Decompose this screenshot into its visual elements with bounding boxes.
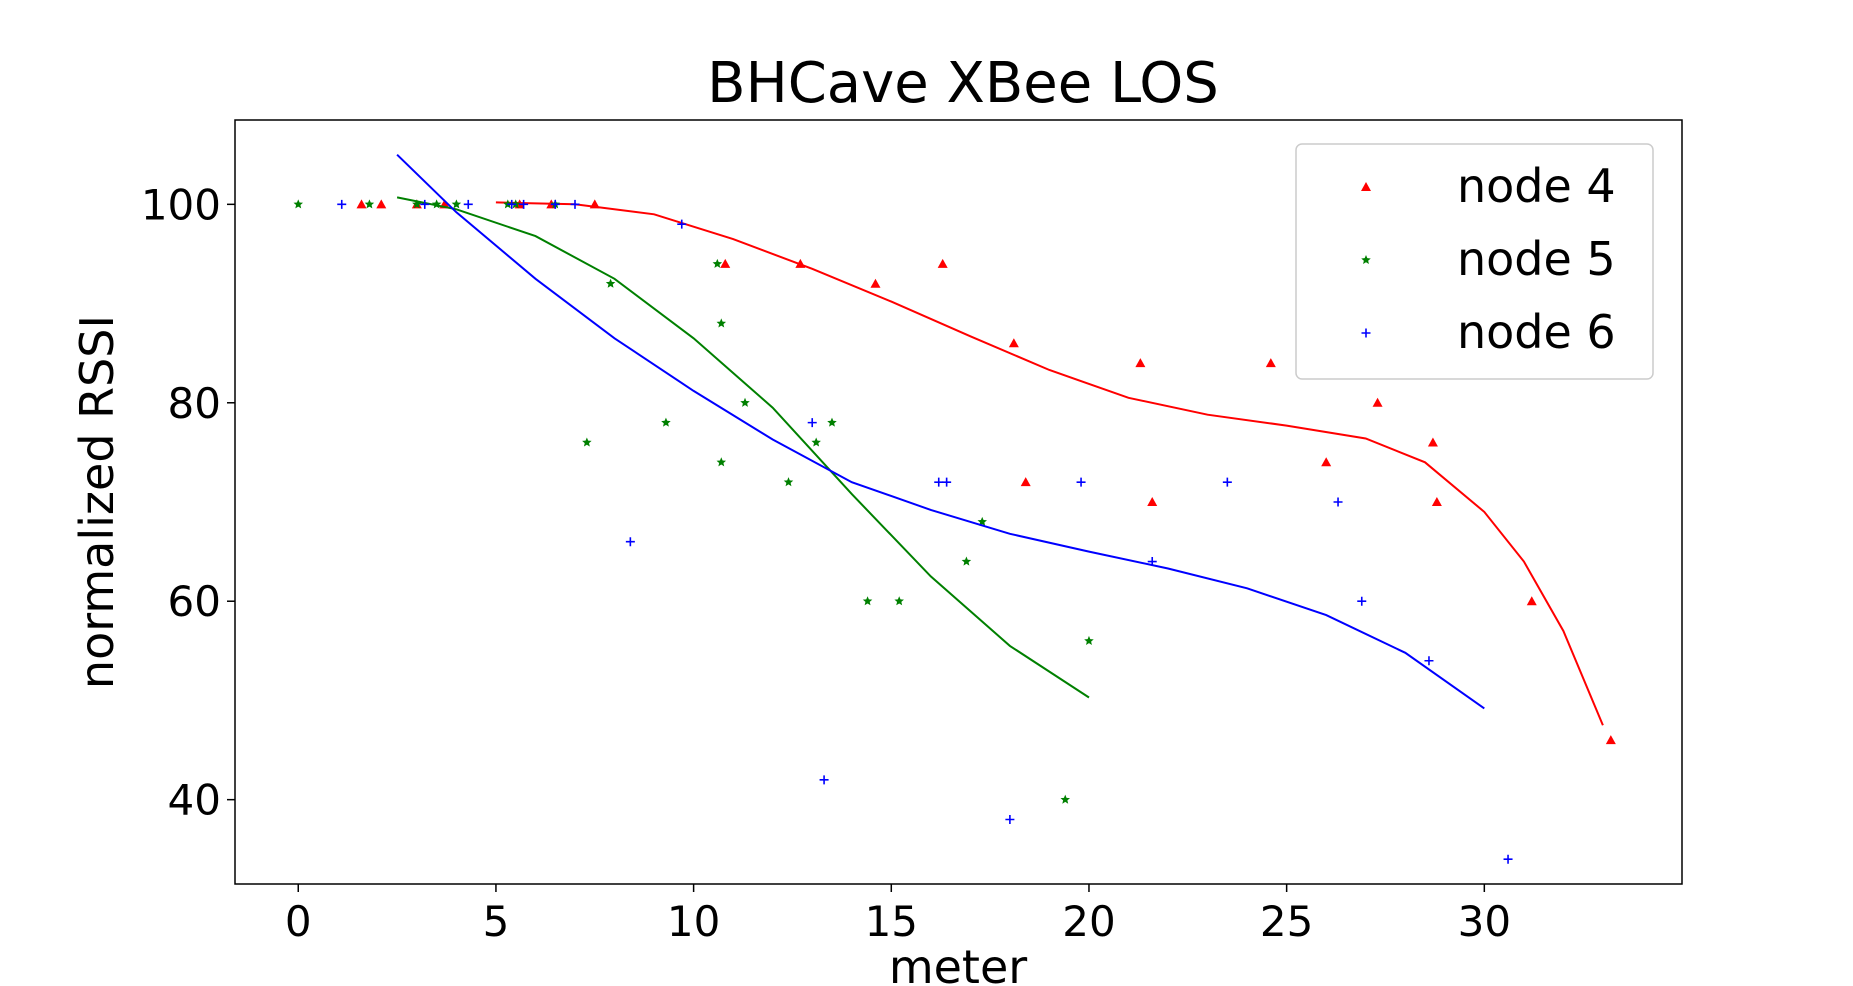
data-point xyxy=(894,596,904,606)
data-point xyxy=(1321,457,1332,467)
y-tick-label: 80 xyxy=(168,379,221,428)
data-point xyxy=(795,258,806,268)
data-point xyxy=(1526,596,1537,606)
data-point xyxy=(937,258,948,268)
y-axis-label: normalized RSSI xyxy=(70,315,124,689)
data-point xyxy=(412,199,422,209)
data-point xyxy=(783,477,794,487)
data-point xyxy=(720,258,731,268)
data-point xyxy=(1084,635,1094,645)
legend-box xyxy=(1295,143,1654,380)
data-point xyxy=(519,199,529,209)
data-point xyxy=(827,417,837,427)
data-point xyxy=(870,278,881,288)
data-point xyxy=(1424,656,1434,666)
series-group xyxy=(356,199,1616,745)
x-tick-label: 10 xyxy=(667,897,720,946)
series-group xyxy=(293,196,1094,804)
data-point xyxy=(1005,815,1015,825)
data-point xyxy=(716,318,727,328)
data-point xyxy=(819,775,829,785)
legend-marker xyxy=(1361,255,1371,265)
chart-title: BHCave XBee LOS xyxy=(707,51,1219,116)
data-point xyxy=(1427,437,1438,447)
data-point xyxy=(1265,358,1276,368)
plot-content xyxy=(293,153,1616,864)
data-point xyxy=(807,418,817,428)
data-point xyxy=(1333,497,1343,507)
data-point xyxy=(811,437,821,447)
legend-marker xyxy=(1361,328,1371,338)
data-point xyxy=(862,596,873,606)
axes: 0 5 10 15 20 25 30 40 60 80 100 xyxy=(141,180,1511,946)
data-point xyxy=(977,516,987,526)
data-point xyxy=(420,199,430,209)
data-point xyxy=(570,199,580,209)
data-point xyxy=(661,417,671,427)
data-point xyxy=(1503,854,1513,864)
legend: node 4 node 5 node 6 xyxy=(1295,143,1654,380)
data-point xyxy=(364,199,375,209)
data-point xyxy=(961,556,972,566)
x-tick-label: 20 xyxy=(1062,897,1115,946)
x-tick-label: 30 xyxy=(1458,897,1511,946)
x-tick-label: 0 xyxy=(285,897,312,946)
data-point xyxy=(451,199,462,209)
legend-marker xyxy=(1361,182,1371,191)
trend-line xyxy=(495,201,1604,726)
data-point xyxy=(463,199,473,209)
data-point xyxy=(1060,794,1070,804)
plot-frame xyxy=(234,119,1683,885)
data-point xyxy=(582,437,592,447)
data-point xyxy=(1147,497,1158,506)
data-point xyxy=(1372,397,1383,407)
legend-label: node 4 xyxy=(1457,159,1616,213)
data-point xyxy=(1135,358,1146,368)
data-point xyxy=(1147,557,1157,567)
y-tick-label: 100 xyxy=(141,180,221,229)
y-tick-label: 60 xyxy=(168,577,221,626)
x-tick-label: 25 xyxy=(1260,897,1313,946)
y-tick-label: 40 xyxy=(168,776,221,825)
data-point xyxy=(1357,596,1367,606)
data-point xyxy=(716,457,727,467)
data-point xyxy=(740,397,750,407)
series-group xyxy=(337,153,1513,864)
data-point xyxy=(605,278,616,288)
data-point xyxy=(1431,497,1442,506)
data-point xyxy=(1076,477,1086,487)
data-point xyxy=(625,537,635,547)
legend-label: node 6 xyxy=(1457,305,1616,359)
data-point xyxy=(934,477,944,487)
data-point xyxy=(376,199,387,209)
data-point xyxy=(431,199,442,209)
data-point xyxy=(942,477,952,487)
data-point xyxy=(356,199,367,209)
data-point xyxy=(507,199,517,209)
data-point xyxy=(677,219,687,229)
data-point xyxy=(1020,477,1031,487)
x-tick-label: 5 xyxy=(483,897,510,946)
data-point xyxy=(550,199,560,209)
data-point xyxy=(712,258,723,268)
x-axis-label: meter xyxy=(889,940,1027,986)
data-point xyxy=(1008,338,1019,348)
data-point xyxy=(589,199,600,209)
data-point xyxy=(1605,735,1616,745)
trend-line xyxy=(396,153,1485,710)
legend-label: node 5 xyxy=(1457,232,1616,286)
data-point xyxy=(293,199,304,209)
data-point xyxy=(337,199,347,209)
data-point xyxy=(1222,477,1232,487)
x-tick-label: 15 xyxy=(865,897,918,946)
trend-line xyxy=(396,196,1090,699)
